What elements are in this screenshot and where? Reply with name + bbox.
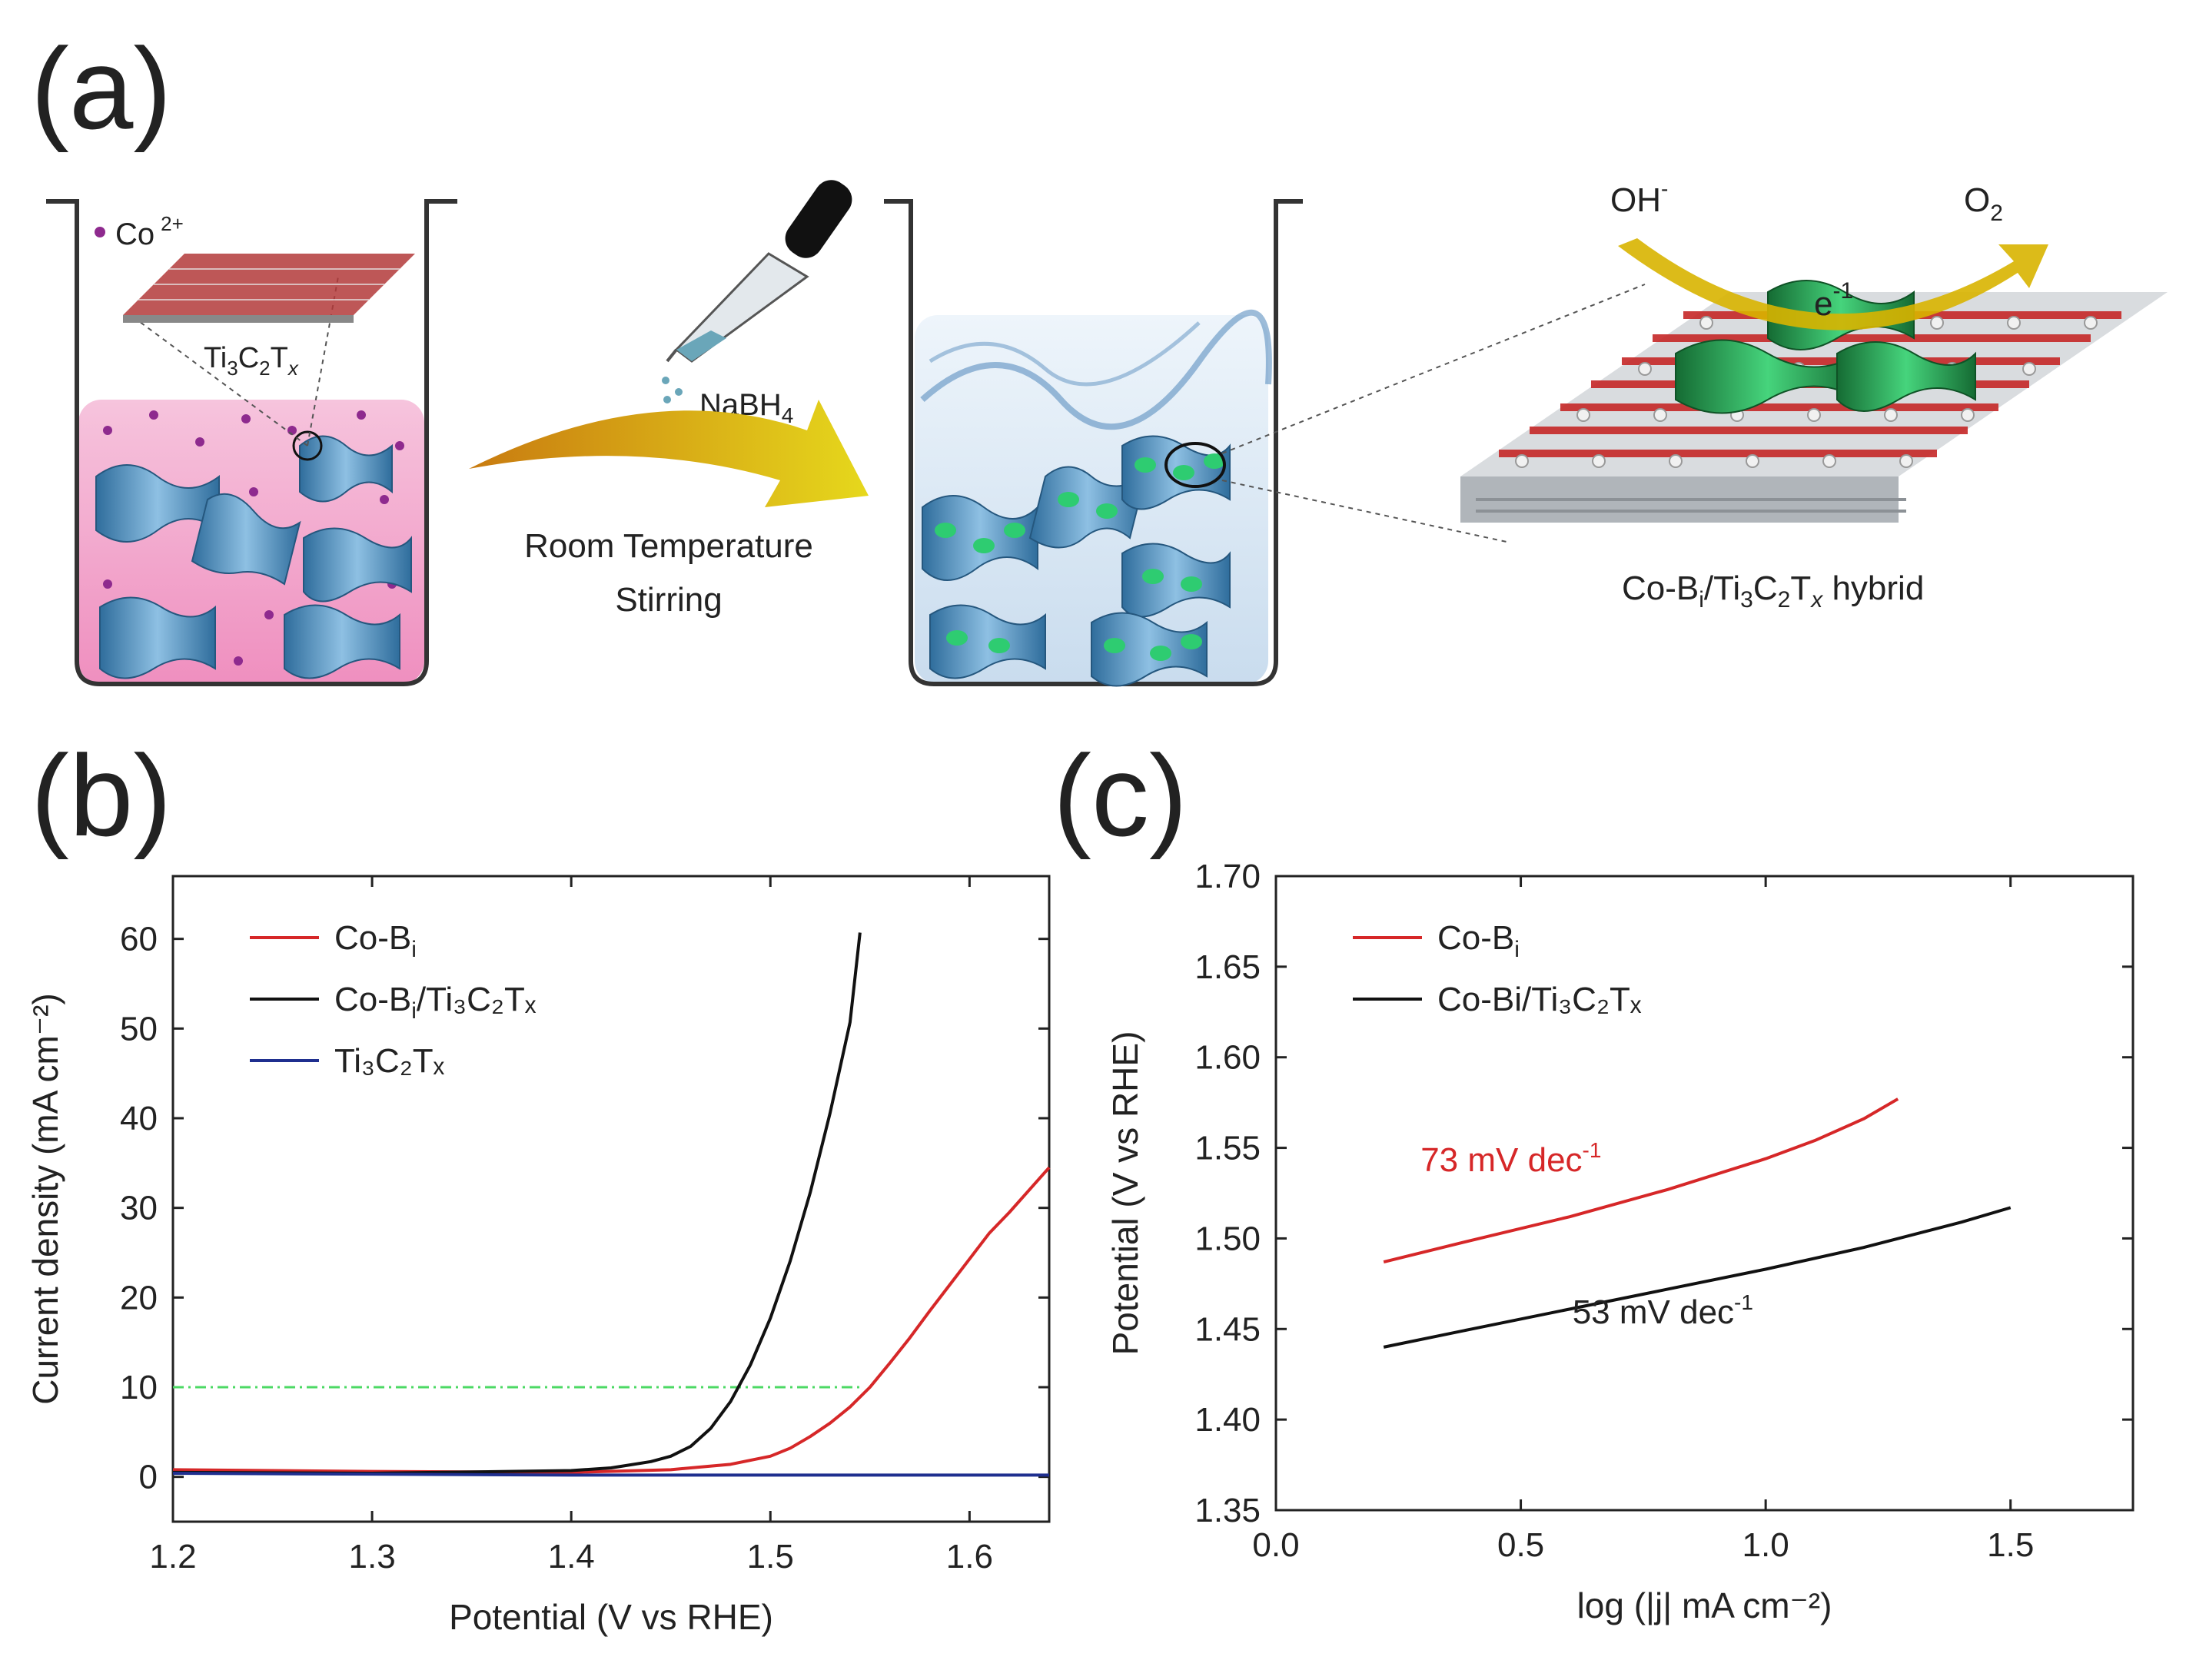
plot-frame: [1274, 875, 2135, 1512]
beaker-left: Co 2+ Ti3C2Tx: [46, 199, 457, 686]
series-line-1: [172, 932, 862, 1475]
oer-arrow: [1618, 238, 2048, 330]
dropper-icon: [662, 180, 852, 403]
y-tick-label: 30: [120, 1190, 158, 1227]
legend-base: Co-B: [334, 919, 411, 957]
mxene-lattice-small: [123, 254, 415, 323]
cobalt-ion-label: Co 2+: [115, 212, 184, 251]
y-axis-label: Potential (V vs RHE): [1105, 1031, 1145, 1356]
y-tick-label: 1.35: [1194, 1492, 1261, 1529]
synthesis-schematic: Co 2+ Ti3C2Tx NaBH4 Room Temperature Stir…: [46, 177, 2168, 687]
cobalt-ion-legend-dot: [95, 227, 105, 237]
x-tick-label: 1.2: [149, 1538, 196, 1575]
y-tick-label: 1.60: [1194, 1039, 1261, 1077]
chart-c-tafel: 0.0 0.5 1.0 1.5 1.35 1.40 1.45 1.50 1.55 1.60 1.65…: [1105, 858, 2135, 1625]
legend: Co-Bi Co-Bi/Ti₃C₂Tₓ: [1353, 919, 1642, 1018]
legend-base: Ti₃C₂Tₓ: [334, 1042, 445, 1080]
mxene-sheets: [95, 435, 412, 679]
legend-sub: i: [411, 937, 417, 962]
series-line-0: [172, 1166, 1051, 1474]
annotation-sup: -1: [1583, 1138, 1602, 1162]
zoom-line-right: [307, 276, 339, 447]
x-tick-label: 1.4: [548, 1538, 595, 1575]
condition-line-2: Stirring: [615, 581, 722, 619]
annotation-sup: -1: [1734, 1290, 1753, 1314]
hybrid-label: Co-Bi/Ti3C2Tx hybrid: [1622, 569, 1924, 613]
y-tick-label: 50: [120, 1010, 158, 1048]
legend-base: Co-B: [334, 981, 411, 1018]
zoom-circle: [292, 430, 323, 461]
beaker-outline: [46, 199, 457, 686]
legend-label-1: Co-Bi/Ti₃C₂Tₓ: [334, 981, 537, 1024]
y-tick-label: 40: [120, 1100, 158, 1137]
y-tick-label: 1.65: [1194, 948, 1261, 986]
x-tick-label: 1.5: [747, 1538, 794, 1575]
y-tick-label: 0: [139, 1459, 158, 1496]
x-tick-label: 0.5: [1497, 1526, 1544, 1564]
y-tick-label: 20: [120, 1279, 158, 1316]
x-tick-label: 1.5: [1987, 1526, 2034, 1564]
condition-line-1: Room Temperature: [524, 527, 813, 565]
x-axis-label: Potential (V vs RHE): [449, 1597, 773, 1637]
y-tick-label: 1.40: [1194, 1401, 1261, 1439]
zoom-line-bottom: [1221, 480, 1507, 543]
legend-rest: /Ti₃C₂Tₓ: [417, 981, 537, 1018]
x-tick-label: 0.0: [1252, 1526, 1299, 1564]
hybrid-sheets: [922, 435, 1231, 687]
panel-label-b: (b): [31, 731, 172, 860]
chart-b-lsv: 1.2 1.3 1.4 1.5 1.6 0 10 20 30 40 50 60 Potential (V…: [25, 875, 1051, 1637]
legend-label-1: Co-Bi/Ti₃C₂Tₓ: [1437, 981, 1642, 1018]
legend-base: Co-Bi/Ti₃C₂Tₓ: [1437, 981, 1642, 1018]
beaker-outline-2: [884, 199, 1303, 686]
slope-annotation-1: 53 mV dec-1: [1573, 1290, 1753, 1331]
process-arrow: [469, 400, 869, 507]
y-tick-label: 1.55: [1194, 1130, 1261, 1167]
hybrid-lattice: [1460, 280, 2168, 523]
electron-label: e-1: [1814, 278, 1853, 323]
plot-frame: [171, 875, 1051, 1523]
y-tick-label: 10: [120, 1369, 158, 1406]
x-tick-label: 1.3: [349, 1538, 396, 1575]
y-tick-label: 60: [120, 921, 158, 958]
hydroxide-label: OH-: [1610, 177, 1668, 219]
legend-label-0: Co-Bi: [334, 919, 417, 962]
cobi-particles: [935, 453, 1225, 661]
series-line-1: [1383, 1206, 2012, 1349]
y-tick-label: 1.45: [1194, 1310, 1261, 1348]
panel-label-c: (c): [1053, 731, 1188, 860]
legend-sub: i: [411, 998, 417, 1024]
x-tick-label: 1.0: [1742, 1526, 1789, 1564]
y-tick-label: 1.50: [1194, 1220, 1261, 1257]
legend-base: Co-B: [1437, 919, 1514, 957]
slope-annotation-0: 73 mV dec-1: [1420, 1138, 1601, 1179]
legend-label-2: Ti₃C₂Tₓ: [334, 1042, 445, 1080]
panel-label-a: (a): [31, 24, 172, 153]
series-line-0: [1383, 1097, 1899, 1264]
mxene-label: Ti3C2Tx: [204, 342, 299, 380]
x-axis-label: log (|j| mA cm⁻²): [1577, 1585, 1832, 1625]
zoom-line-top: [1221, 284, 1646, 454]
legend-label-0: Co-Bi: [1437, 919, 1520, 962]
x-tick-label: 1.6: [946, 1538, 993, 1575]
zoom-ellipse: [1164, 442, 1226, 488]
annotation-text: 73 mV dec: [1420, 1141, 1582, 1179]
y-tick-label: 1.70: [1194, 858, 1261, 895]
legend-sub: i: [1514, 937, 1520, 962]
beaker-right: [884, 199, 1646, 687]
annotation-text: 53 mV dec: [1573, 1293, 1734, 1331]
y-axis-label: Current density (mA cm⁻²): [25, 993, 65, 1405]
series-line-2: [172, 1472, 1049, 1477]
oxygen-label: O2: [1964, 181, 2003, 226]
